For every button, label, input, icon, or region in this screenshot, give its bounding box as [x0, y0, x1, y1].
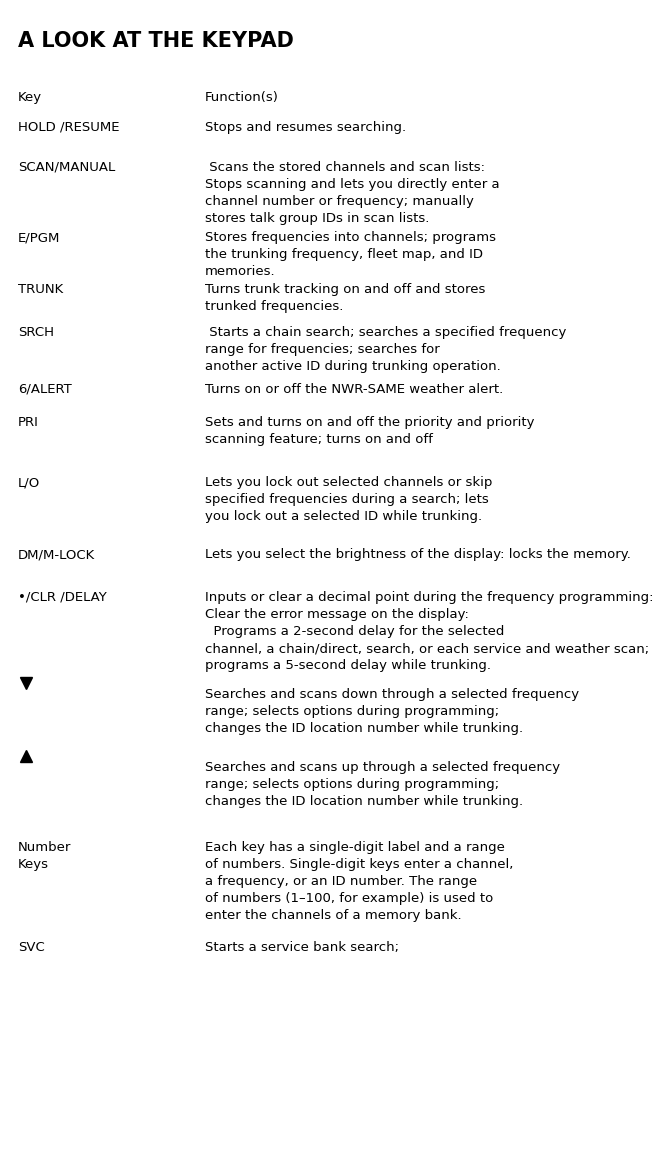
Text: Stops and resumes searching.: Stops and resumes searching.: [205, 121, 406, 134]
Text: L/O: L/O: [18, 476, 40, 489]
Text: Turns on or off the NWR-SAME weather alert.: Turns on or off the NWR-SAME weather ale…: [205, 383, 503, 396]
Text: HOLD /RESUME: HOLD /RESUME: [18, 121, 120, 134]
Text: SCAN/MANUAL: SCAN/MANUAL: [18, 161, 115, 174]
Text: •/CLR /DELAY: •/CLR /DELAY: [18, 592, 107, 604]
Text: Lets you select the brightness of the display: locks the memory.: Lets you select the brightness of the di…: [205, 548, 631, 561]
Text: A LOOK AT THE KEYPAD: A LOOK AT THE KEYPAD: [18, 31, 294, 51]
Text: Sets and turns on and off the priority and priority
scanning feature; turns on a: Sets and turns on and off the priority a…: [205, 416, 534, 446]
Text: Function(s): Function(s): [205, 91, 279, 103]
Text: PRI: PRI: [18, 416, 39, 429]
Text: Lets you lock out selected channels or skip
specified frequencies during a searc: Lets you lock out selected channels or s…: [205, 476, 493, 523]
Text: Scans the stored channels and scan lists:
Stops scanning and lets you directly e: Scans the stored channels and scan lists…: [205, 161, 500, 225]
Text: DM/M-LOCK: DM/M-LOCK: [18, 548, 95, 561]
Text: Searches and scans up through a selected frequency
range; selects options during: Searches and scans up through a selected…: [205, 761, 560, 808]
Text: Number
Keys: Number Keys: [18, 841, 71, 871]
Text: SRCH: SRCH: [18, 326, 54, 339]
Text: Stores frequencies into channels; programs
the trunking frequency, fleet map, an: Stores frequencies into channels; progra…: [205, 230, 496, 278]
Text: TRUNK: TRUNK: [18, 283, 64, 296]
Text: Starts a chain search; searches a specified frequency
range for frequencies; sea: Starts a chain search; searches a specif…: [205, 326, 567, 373]
Text: Each key has a single-digit label and a range
of numbers. Single-digit keys ente: Each key has a single-digit label and a …: [205, 841, 513, 922]
Text: E/PGM: E/PGM: [18, 230, 60, 243]
Text: Turns trunk tracking on and off and stores
trunked frequencies.: Turns trunk tracking on and off and stor…: [205, 283, 485, 313]
Text: Starts a service bank search;: Starts a service bank search;: [205, 941, 399, 954]
Text: 6/ALERT: 6/ALERT: [18, 383, 71, 396]
Text: Searches and scans down through a selected frequency
range; selects options duri: Searches and scans down through a select…: [205, 688, 579, 735]
Text: Key: Key: [18, 91, 42, 103]
Text: Inputs or clear a decimal point during the frequency programming:
Clear the erro: Inputs or clear a decimal point during t…: [205, 592, 653, 671]
Text: SVC: SVC: [18, 941, 45, 954]
